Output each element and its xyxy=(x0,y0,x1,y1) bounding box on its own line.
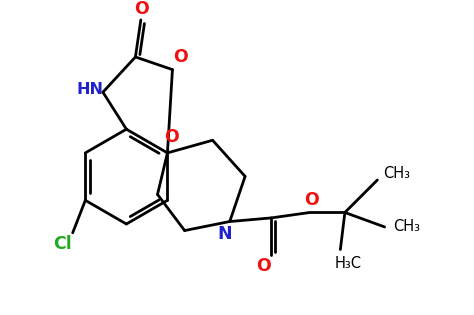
Text: N: N xyxy=(217,225,232,243)
Text: O: O xyxy=(256,257,271,275)
Text: CH₃: CH₃ xyxy=(393,220,420,234)
Text: HN: HN xyxy=(77,83,104,97)
Text: CH₃: CH₃ xyxy=(383,166,410,181)
Text: O: O xyxy=(173,48,188,66)
Text: H₃C: H₃C xyxy=(335,256,362,272)
Text: Cl: Cl xyxy=(54,235,72,253)
Text: O: O xyxy=(134,0,149,18)
Text: O: O xyxy=(304,191,319,209)
Text: O: O xyxy=(164,128,178,146)
